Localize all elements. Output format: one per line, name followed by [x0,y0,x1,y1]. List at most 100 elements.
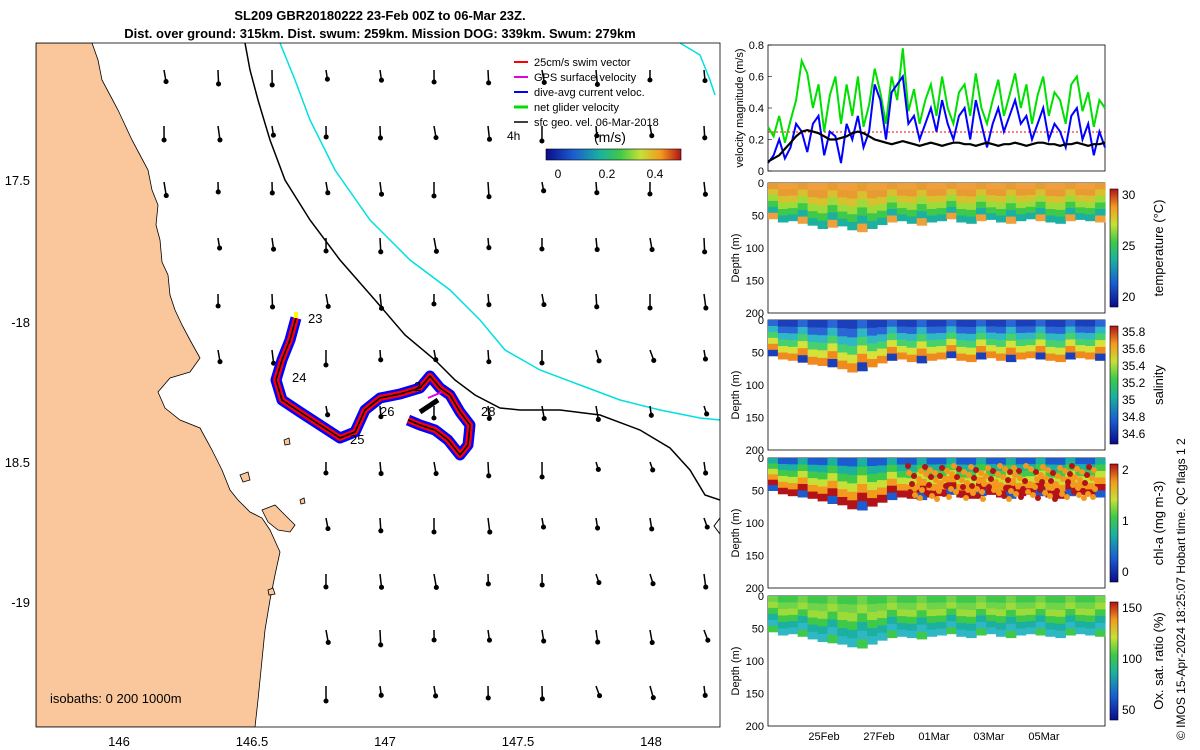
heatmap-ytick: 200 [746,445,764,457]
heatmap-ytick: 0 [758,453,764,465]
heatmap-cell [886,189,898,197]
heatmap-cell [827,488,838,497]
svg-text:net glider velocity: net glider velocity [534,102,619,114]
colorbar-label: temperature (°C) [1151,200,1166,297]
heatmap-cell [1025,200,1037,208]
heatmap-cell [1075,458,1086,465]
heatmap-cell [906,340,918,349]
heatmap-cell [877,603,888,612]
heatmap-cell [1095,183,1106,190]
heatmap-cell [797,471,809,478]
chl-high-point [1060,476,1066,482]
heatmap-cell [1005,196,1017,204]
heatmap-cell [1025,189,1037,196]
chart-title-line1: SL209 GBR20180222 23-Feb 00Z to 06-Mar 2… [234,8,526,23]
svg-text:25cm/s swim vector: 25cm/s swim vector [534,57,631,69]
current-arrow-head [215,189,221,195]
day-label-2: 2 [414,379,421,394]
heatmap-cell [956,353,967,361]
heatmap-cell [867,213,878,222]
heatmap-cell [986,195,997,202]
heatmap-cell [857,215,868,225]
heatmap-cell [986,213,997,220]
chl-high-point [1062,468,1068,474]
chl-high-point [1049,485,1055,491]
chl-high-point [1022,478,1028,484]
chl-high-point [918,468,924,474]
heatmap-cell [1045,215,1056,223]
heatmap-cell [1015,346,1027,353]
heatmap-cell [787,608,799,616]
heatmap-cell [787,214,799,222]
heatmap-cell [1055,183,1066,191]
heatmap-cell [1075,183,1086,190]
heatmap-cell [996,622,1007,631]
heatmap-cell [946,602,957,610]
heatmap-cell [1025,602,1037,610]
heatmap-cell [777,458,789,465]
chl-high-point [932,470,938,476]
heatmap-cell [966,602,977,611]
chl-high-point [951,463,957,469]
heatmap-cell [768,619,779,627]
current-arrow-head [540,524,547,530]
heatmap-cell [966,458,977,466]
heatmap-cell [1035,320,1047,327]
heatmap-cell [886,616,898,625]
heatmap-cell [1085,352,1096,360]
chl-high-point [924,490,930,496]
heatmap-cell [1025,183,1037,190]
map-xtick-147.5: 147.5 [502,734,535,749]
heatmap-cell [1055,484,1066,493]
chl-high-point [985,465,991,471]
footer-credit: © IMOS 15-Apr-2024 18:25:07 Hobart time.… [1174,438,1188,740]
heatmap-cell [946,458,957,465]
heatmap-ytick: 200 [746,308,764,320]
heatmap-cell [787,346,799,355]
heatmap-cell [837,489,848,498]
isobath-1000m-small [679,43,716,96]
chl-high-point [1035,495,1041,501]
heatmap-cell [996,209,1007,216]
heatmap-cell [817,479,829,487]
heatmap-cell [1085,346,1096,353]
heatmap-cell [847,474,858,484]
chl-high-point [1011,465,1017,471]
heatmap-cell [996,609,1007,617]
heatmap-cell [996,616,1007,624]
heatmap-cell [847,222,858,231]
chl-high-point [1002,466,1008,472]
current-arrow-head [378,357,384,363]
map-ytick-18: -18 [11,315,30,330]
heatmap-cell [1035,195,1047,203]
heatmap-cell [1005,630,1017,639]
current-arrow-head [704,411,710,417]
chl-high-point [912,492,918,498]
heatmap-cell [936,622,947,629]
heatmap-cell [1075,213,1086,220]
velocity-ytick: 0.4 [749,103,764,115]
current-arrow-head [269,190,275,196]
heatmap-cell [1075,338,1086,346]
heatmap-cell [966,347,977,356]
heatmap-cell [946,194,957,202]
current-arrow-head [702,249,708,255]
heatmap-cell [1095,189,1106,197]
heatmap-cell [1045,458,1056,465]
heatmap-cell [827,219,838,228]
current-arrow-head [431,193,437,199]
chl-high-point [1094,478,1100,484]
heatmap-cell [1055,320,1066,328]
heatmap-cell [1075,332,1086,340]
heatmap-cell [847,198,858,207]
heatmap-cell [847,596,858,605]
chl-high-point [956,466,962,472]
heatmap-cell [797,609,809,617]
heatmap-cell [966,630,977,639]
heatmap-ylabel: Depth (m) [730,371,742,420]
heatmap-cell [837,458,848,467]
heatmap-cell [966,340,977,349]
heatmap-ytick: 100 [746,243,764,255]
heatmap-cell [867,490,878,499]
